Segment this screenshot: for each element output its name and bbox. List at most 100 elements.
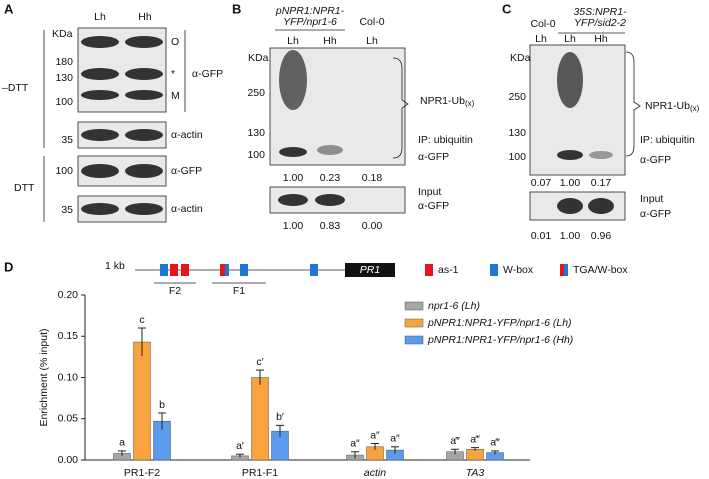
antibody: α-actin: [171, 129, 203, 141]
marker: 130: [508, 127, 526, 139]
bracket: [625, 51, 641, 157]
kda-label: KDa: [52, 28, 73, 40]
lane-label: Hh: [594, 33, 608, 45]
as-1: [170, 264, 178, 276]
band: [278, 194, 308, 206]
lane-label: Lh: [287, 35, 299, 47]
band: [557, 52, 583, 108]
npr1-ub-label: NPR1-Ub(x): [645, 100, 700, 113]
band: [279, 50, 307, 110]
panel-label: B: [232, 1, 241, 16]
x-tick-label: PR1-F2: [124, 467, 160, 479]
band-label: O: [171, 36, 179, 48]
legend-swatch: [560, 264, 564, 276]
lane-label: Hh: [323, 35, 337, 47]
gene-box: [345, 263, 395, 277]
y-tick-label: 0.15: [58, 330, 79, 342]
w-box: [310, 264, 318, 276]
quant: 0.96: [591, 230, 612, 242]
y-tick-label: 0.00: [58, 454, 79, 466]
quant: 0.07: [531, 177, 552, 189]
ip-label: IP: ubiquitin: [418, 134, 473, 146]
as-1: [181, 264, 189, 276]
panel-label: D: [4, 259, 13, 274]
tga-w-box: [220, 264, 225, 276]
antibody: α-GFP: [640, 154, 671, 166]
y-tick-label: 0.10: [58, 371, 79, 383]
npr1-ub-label: NPR1-Ub(x): [420, 95, 475, 108]
kda-label: KDa: [248, 52, 269, 64]
input-label: α-GFP: [418, 200, 449, 212]
band: [125, 129, 163, 141]
significance-letter: a″: [370, 429, 380, 441]
significance-letter: a‴: [470, 433, 480, 445]
scale-label: 1 kb: [105, 260, 125, 272]
quant: 1.00: [560, 177, 581, 189]
lane-label: Lh: [564, 33, 576, 45]
control: Col-0: [530, 18, 555, 30]
panel-label: A: [4, 1, 14, 16]
control: Col-0: [359, 16, 384, 28]
legend-label: npr1-6 (Lh): [428, 300, 480, 312]
legend-swatch: [404, 301, 424, 311]
genotype: YFP/sid2-2: [574, 17, 626, 29]
input-label: Input: [418, 186, 441, 198]
marker: 35: [61, 204, 73, 216]
significance-letter: a‴: [450, 435, 460, 447]
gene-label: PR1: [360, 264, 380, 276]
subscript: (x): [465, 99, 475, 108]
w-box: [160, 264, 168, 276]
legend-swatch: [404, 335, 424, 345]
kda-label: KDa: [510, 52, 531, 64]
legend-label: as-1: [438, 264, 459, 276]
condition: –DTT: [2, 82, 29, 94]
significance-letter: c′: [256, 356, 263, 368]
legend-label: TGA/W-box: [573, 264, 628, 276]
marker: 35: [61, 134, 73, 146]
panel-label: C: [502, 1, 512, 16]
fragment-label: F2: [169, 285, 181, 297]
ip-label: IP: ubiquitin: [640, 134, 695, 146]
band: [125, 36, 163, 48]
antibody: α-GFP: [418, 151, 449, 163]
fragment-label: F1: [233, 285, 245, 297]
significance-letter: a‴: [490, 437, 500, 449]
significance-letter: a: [119, 437, 125, 449]
significance-letter: a″: [390, 433, 400, 445]
band: [81, 68, 119, 80]
genotype: YFP/npr1-6: [283, 16, 337, 28]
band-label: *: [171, 68, 175, 80]
subscript: (x): [690, 104, 700, 113]
band: [317, 145, 343, 155]
band-label: M: [171, 90, 180, 102]
antibody: α-GFP: [192, 68, 223, 80]
w-box: [240, 264, 248, 276]
band: [81, 164, 119, 178]
marker: 180: [55, 56, 73, 68]
band: [279, 147, 307, 157]
quant: 1.00: [560, 230, 581, 242]
y-tick-label: 0.20: [58, 289, 79, 301]
band: [81, 129, 119, 141]
bar: [133, 341, 151, 461]
quant: 1.00: [283, 172, 304, 184]
legend-swatch: [490, 264, 498, 276]
antibody: α-actin: [171, 203, 203, 215]
npr1-ub: NPR1-Ub: [420, 95, 465, 107]
genotype: pNPR1:NPR1-: [275, 5, 345, 17]
band: [81, 90, 119, 100]
npr1-ub: NPR1-Ub: [645, 100, 690, 112]
marker: 100: [55, 96, 73, 108]
input-label: α-GFP: [640, 208, 671, 220]
tga-w-box: [225, 264, 229, 276]
input-label: Input: [640, 193, 663, 205]
band: [125, 203, 163, 215]
condition: DTT: [14, 182, 35, 194]
band: [81, 36, 119, 48]
legend-swatch: [404, 318, 424, 328]
lane-label: Lh: [535, 33, 547, 45]
x-tick-label: actin: [364, 467, 386, 479]
quant: 1.00: [283, 220, 304, 232]
y-tick-label: 0.05: [58, 413, 79, 425]
